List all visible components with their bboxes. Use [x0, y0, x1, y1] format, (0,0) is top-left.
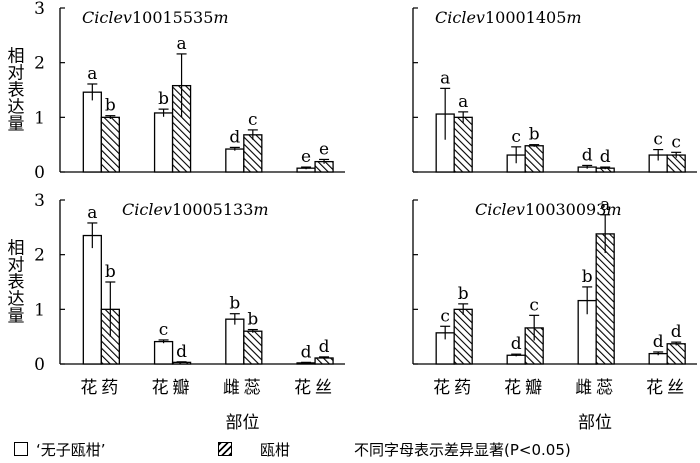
bar-series2: [524, 145, 544, 173]
y-tick-label: 1: [34, 300, 45, 320]
legend-swatch-plain: [14, 442, 28, 456]
y-tick-label: 0: [34, 355, 45, 375]
significance-letter: c: [159, 320, 169, 340]
x-tick-label: 花瓣: [504, 378, 546, 398]
bar-series1: [82, 234, 102, 365]
y-tick-label: 2: [34, 246, 45, 266]
chart-title: Ciclev10001405m: [435, 8, 582, 27]
bar-series2: [453, 308, 473, 365]
significance-letter: a: [440, 68, 450, 88]
x-tick-label: 雌蕊: [223, 378, 265, 398]
significance-letter: a: [458, 92, 468, 112]
significance-letter: c: [440, 306, 450, 326]
significance-letter: b: [158, 89, 169, 109]
bar-series1: [153, 112, 174, 173]
significance-letter: b: [529, 125, 540, 145]
significance-letter: b: [105, 262, 116, 282]
bar-series1: [82, 91, 102, 173]
bar-series2: [243, 134, 263, 173]
significance-letter: d: [653, 332, 664, 352]
x-tick-label: 花丝: [646, 378, 688, 398]
bar-series2: [595, 233, 615, 365]
significance-letter: c: [248, 110, 258, 130]
significance-letter: e: [319, 139, 329, 159]
significance-letter: d: [176, 342, 187, 362]
y-tick-label: 2: [34, 54, 45, 74]
legend: ‘无子瓯柑’ 瓯柑 不同字母表示差异显著(P<0.05): [0, 437, 700, 463]
significance-letter: d: [229, 127, 240, 147]
significance-letter: a: [177, 34, 187, 54]
chart-title: Ciclev10005133m: [122, 200, 269, 219]
x-tick-label: 花药: [433, 378, 475, 398]
bar-series1: [506, 354, 526, 365]
bar-series2: [243, 330, 263, 365]
significance-letter: d: [301, 342, 312, 362]
significance-letter: b: [582, 267, 593, 287]
bar-series2: [666, 343, 686, 365]
significance-letter: d: [319, 337, 330, 357]
significance-letter: d: [582, 145, 593, 165]
bar-series2: [453, 116, 473, 173]
y-axis-label: 相对表达量: [8, 239, 25, 327]
significance-letter: a: [87, 203, 97, 223]
bar-series2: [100, 116, 120, 173]
significance-letter: b: [247, 310, 258, 330]
significance-letter: a: [87, 64, 97, 84]
bar-series1: [153, 340, 174, 365]
y-axis-label: 相对表达量: [8, 47, 25, 135]
chart-title: Ciclev10015535m: [82, 8, 229, 27]
significance-letter: b: [458, 284, 469, 304]
y-tick-label: 0: [34, 163, 45, 183]
bar-series1: [225, 148, 245, 173]
x-axis-label: 部位: [578, 413, 612, 433]
x-tick-label: 雌蕊: [575, 378, 617, 398]
x-tick-label: 花丝: [294, 378, 336, 398]
significance-letter: c: [529, 295, 539, 315]
significance-letter: b: [105, 96, 116, 116]
x-tick-label: 花药: [80, 378, 122, 398]
significance-letter: a: [600, 195, 610, 215]
significance-letter: c: [653, 130, 663, 150]
significance-letter: d: [600, 147, 611, 167]
legend-significance-note: 不同字母表示差异显著(P<0.05): [354, 441, 571, 459]
legend-swatch-hatched: [218, 442, 232, 456]
significance-letter: c: [671, 132, 681, 152]
y-tick-label: 3: [34, 0, 45, 19]
significance-letter: c: [511, 127, 521, 147]
bar-series1: [225, 318, 245, 365]
legend-label-series1: ‘无子瓯柑’: [36, 441, 106, 459]
x-axis-label: 部位: [226, 413, 260, 433]
significance-letter: d: [511, 334, 522, 354]
legend-label-series2: 瓯柑: [260, 441, 291, 459]
significance-letter: b: [229, 294, 240, 314]
y-tick-label: 3: [34, 191, 45, 211]
chart-title: Ciclev10030093m: [475, 200, 622, 219]
x-tick-label: 花瓣: [152, 378, 194, 398]
significance-letter: d: [671, 322, 682, 342]
significance-letter: e: [301, 147, 311, 167]
y-tick-label: 1: [34, 108, 45, 128]
